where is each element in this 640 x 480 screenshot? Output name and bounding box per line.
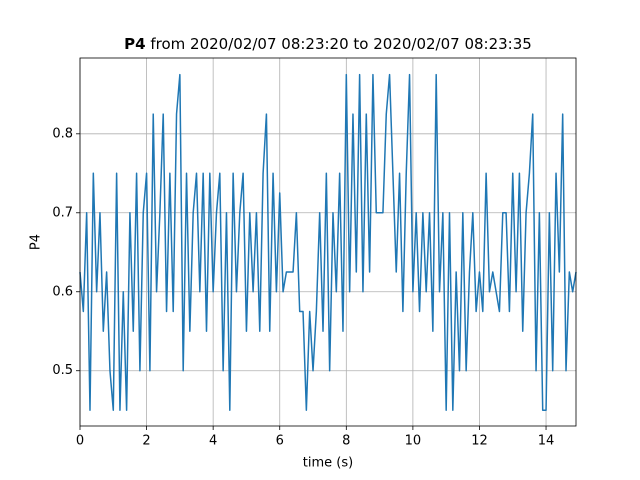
- y-tick-label: 0.6: [52, 284, 73, 299]
- x-tick-label: 14: [538, 434, 555, 449]
- y-tick-label: 0.8: [52, 126, 73, 141]
- title-bold: P4: [124, 35, 145, 53]
- data-line: [79, 73, 577, 411]
- x-tick-label: 4: [209, 434, 217, 449]
- x-tick-label: 6: [276, 434, 284, 449]
- axes-frame: [79, 57, 577, 427]
- title-rest: from 2020/02/07 08:23:20 to 2020/02/07 0…: [150, 35, 531, 53]
- x-tick-label: 12: [471, 434, 488, 449]
- x-tick-label: 8: [342, 434, 350, 449]
- x-tick-label: 2: [142, 434, 150, 449]
- x-tick-label: 10: [405, 434, 422, 449]
- y-axis-label: P4: [29, 234, 44, 250]
- y-tick-label: 0.5: [52, 363, 73, 378]
- x-axis-label: time (s): [303, 456, 353, 471]
- plot-area: 0 2 4 6 8 10 12 14 0.5 0.6 0.7 0.8: [52, 57, 577, 449]
- x-tick-label: 0: [76, 434, 84, 449]
- chart-title: P4 from 2020/02/07 08:23:20 to 2020/02/0…: [124, 35, 532, 53]
- y-tick-label: 0.7: [52, 205, 73, 220]
